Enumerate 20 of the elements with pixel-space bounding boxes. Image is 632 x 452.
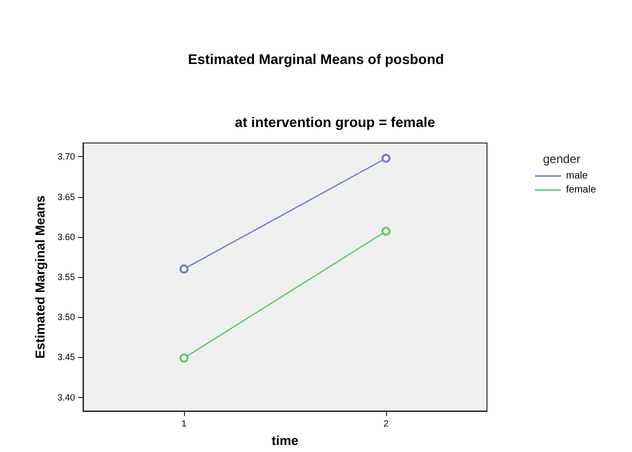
legend-label: male	[566, 170, 588, 182]
point	[180, 354, 188, 363]
y-tick-label: 3.45	[57, 352, 75, 362]
x-tick-label: 2	[383, 418, 389, 428]
point	[382, 154, 390, 163]
y-tick-label: 3.60	[57, 232, 75, 242]
y-tick-label: 3.50	[57, 312, 75, 322]
point	[180, 264, 188, 274]
y-tick-label: 3.55	[57, 272, 75, 282]
legend-label: female	[566, 184, 596, 196]
chart-title: Estimated Marginal Means of posbond	[188, 51, 444, 67]
x-axis-title: time	[272, 433, 298, 448]
y-axis-title: Estimated Marginal Means	[32, 195, 48, 359]
chart-subtitle: at intervention group = female	[234, 114, 436, 130]
y-tick-label: 3.40	[57, 392, 75, 402]
y-tick-label: 3.70	[57, 152, 75, 162]
x-tick-label: 1	[181, 418, 187, 428]
point	[382, 226, 390, 236]
y-tick-label: 3.65	[57, 192, 75, 202]
legend-title: gender	[543, 152, 580, 166]
